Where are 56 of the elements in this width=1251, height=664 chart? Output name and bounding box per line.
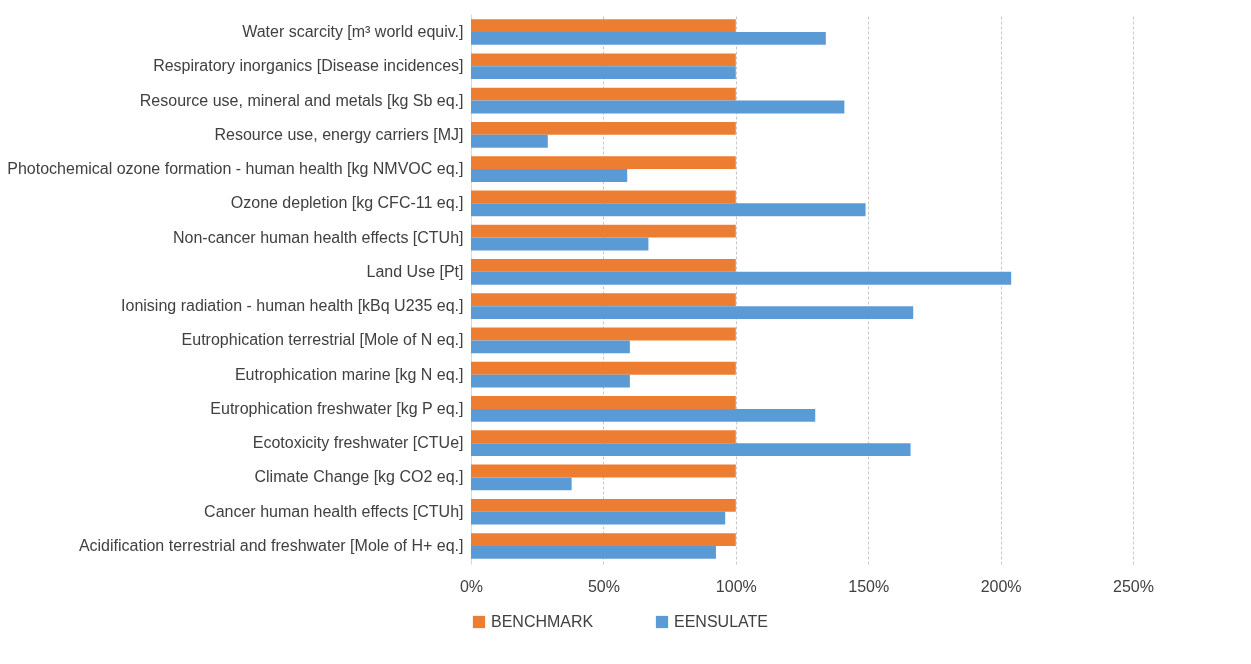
bar xyxy=(471,121,736,135)
x-tick-label: 250% xyxy=(1113,577,1154,595)
bar xyxy=(471,430,736,444)
bar xyxy=(471,237,649,251)
y-tick-label: Ozone depletion [kg CFC-11 eq.] xyxy=(230,194,464,212)
bar xyxy=(471,31,826,45)
bar xyxy=(471,408,816,422)
y-tick-label: Ecotoxicity freshwater [CTUe] xyxy=(252,434,464,452)
bar xyxy=(471,533,736,547)
y-tick-label: Climate Change [kg CO2 eq.] xyxy=(254,468,464,486)
y-tick-label: Resource use, energy carriers [MJ] xyxy=(214,125,464,143)
x-tick-label: 150% xyxy=(848,577,890,595)
bar xyxy=(471,340,630,354)
x-tick-label: 200% xyxy=(980,577,1022,595)
bar xyxy=(471,327,736,341)
x-tick-label: 50% xyxy=(587,577,620,595)
bar xyxy=(471,498,736,512)
bar xyxy=(471,361,736,375)
bar xyxy=(471,396,736,409)
bar xyxy=(471,19,736,32)
y-tick-label: Acidification terrestrial and freshwater [Mole of H+ eq.] xyxy=(78,537,464,555)
bar xyxy=(471,511,726,525)
bar xyxy=(471,224,736,238)
bar xyxy=(471,203,866,217)
y-tick-label: Eutrophication marine [kg N eq.] xyxy=(234,365,464,383)
bar xyxy=(471,259,736,272)
y-tick-label: Eutrophication terrestrial [Mole of N eq.] xyxy=(181,331,464,349)
bar xyxy=(471,477,572,491)
bar xyxy=(471,156,736,170)
bar xyxy=(471,374,630,388)
bar xyxy=(471,464,736,478)
legend-label: EENSULATE xyxy=(674,613,768,630)
y-tick-label: Water scarcity [m³ world equiv.] xyxy=(242,22,464,40)
bar xyxy=(471,87,736,101)
y-tick-label: Ionising radiation - human health [kBq U235 eq.] xyxy=(121,297,464,315)
y-tick-label: Photochemical ozone formation - human health [kg NMVOC eq.] xyxy=(7,160,464,178)
x-tick-label: 100% xyxy=(715,577,757,595)
bar xyxy=(471,443,911,457)
bar xyxy=(471,190,736,204)
bar xyxy=(471,306,914,319)
bar xyxy=(471,546,716,559)
bar xyxy=(471,169,628,182)
y-tick-label: Land Use [Pt] xyxy=(366,262,464,280)
y-tick-label: Eutrophication freshwater [kg P eq.] xyxy=(210,399,464,417)
x-tick-label: 0% xyxy=(459,577,484,595)
bar xyxy=(471,100,845,114)
y-tick-label: Resource use, mineral and metals [kg Sb eq.] xyxy=(139,91,464,109)
bar xyxy=(471,53,736,67)
bar xyxy=(471,134,548,148)
y-tick-label: Cancer human health effects [CTUh] xyxy=(204,502,464,520)
bar xyxy=(471,66,736,80)
bar xyxy=(471,271,1012,285)
legend-label: BENCHMARK xyxy=(491,613,594,630)
y-tick-label: Non-cancer human health effects [CTUh] xyxy=(172,228,464,246)
bar xyxy=(471,293,736,307)
y-tick-label: Respiratory inorganics [Disease incidences] xyxy=(153,57,464,75)
